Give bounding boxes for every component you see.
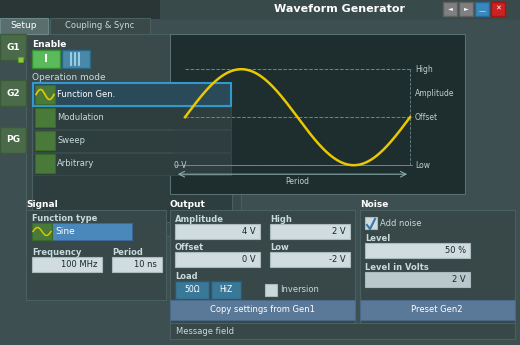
Bar xyxy=(365,217,377,229)
Bar xyxy=(365,272,470,287)
Text: Copy settings from Gen1: Copy settings from Gen1 xyxy=(210,306,315,315)
Bar xyxy=(491,2,505,16)
Bar xyxy=(175,252,260,267)
Text: Noise: Noise xyxy=(360,200,388,209)
Text: Arbitrary: Arbitrary xyxy=(57,159,94,168)
Bar xyxy=(360,300,515,320)
Text: Level in Volts: Level in Volts xyxy=(365,263,429,272)
Bar xyxy=(32,257,102,272)
Bar xyxy=(18,57,23,62)
Bar xyxy=(0,34,26,60)
Bar xyxy=(175,224,260,239)
Text: Waveform Generator: Waveform Generator xyxy=(275,4,406,14)
Bar xyxy=(265,284,277,296)
Text: Preset Gen2: Preset Gen2 xyxy=(411,306,463,315)
Text: 2 V: 2 V xyxy=(452,275,466,284)
Bar xyxy=(50,18,150,34)
Bar xyxy=(175,281,209,299)
Bar xyxy=(170,323,515,339)
Bar xyxy=(211,281,241,299)
Text: Low: Low xyxy=(270,243,289,252)
Bar xyxy=(270,224,350,239)
Text: G1: G1 xyxy=(6,42,20,51)
Text: —: — xyxy=(478,8,486,14)
Text: Operation mode: Operation mode xyxy=(32,73,106,82)
Bar xyxy=(475,2,489,16)
Bar xyxy=(35,154,55,173)
Text: Low: Low xyxy=(415,161,430,170)
Text: 2 V: 2 V xyxy=(332,227,346,236)
Bar xyxy=(33,153,231,175)
Bar xyxy=(270,252,350,267)
Text: Message field: Message field xyxy=(176,326,234,335)
Bar xyxy=(33,83,231,106)
Bar xyxy=(0,80,26,106)
Text: Amplitude: Amplitude xyxy=(175,215,224,224)
Bar xyxy=(360,210,515,335)
Text: Coupling & Sync: Coupling & Sync xyxy=(66,21,135,30)
Text: Function type: Function type xyxy=(32,214,97,223)
Text: Add noise: Add noise xyxy=(380,218,422,227)
Text: High: High xyxy=(415,65,433,74)
Bar xyxy=(26,210,166,300)
Bar xyxy=(32,50,60,68)
Text: Sweep: Sweep xyxy=(57,136,85,145)
Bar xyxy=(26,34,241,236)
Text: Signal: Signal xyxy=(26,200,58,209)
Bar xyxy=(62,50,90,68)
Bar xyxy=(35,108,55,127)
Text: High: High xyxy=(270,215,292,224)
Text: Offset: Offset xyxy=(175,243,204,252)
Text: Period: Period xyxy=(112,248,143,257)
Text: Level: Level xyxy=(365,234,390,243)
Bar xyxy=(0,127,26,153)
Bar xyxy=(32,223,52,240)
Text: Frequency: Frequency xyxy=(32,248,81,257)
Text: Output: Output xyxy=(170,200,206,209)
Text: I: I xyxy=(44,54,48,64)
Text: ◄: ◄ xyxy=(448,7,452,11)
Text: Amplitude: Amplitude xyxy=(415,89,454,98)
Text: Sine: Sine xyxy=(55,227,75,236)
Bar xyxy=(443,2,457,16)
Bar xyxy=(0,18,48,34)
Text: 0 V: 0 V xyxy=(174,161,187,170)
Text: ✕: ✕ xyxy=(495,6,501,12)
Bar xyxy=(112,257,162,272)
Text: Enable: Enable xyxy=(32,40,67,49)
Bar xyxy=(35,131,55,150)
Text: G2: G2 xyxy=(6,89,20,98)
Bar xyxy=(0,0,520,18)
Text: Period: Period xyxy=(285,177,309,186)
Bar xyxy=(32,223,132,240)
Bar xyxy=(170,34,465,194)
Text: Modulation: Modulation xyxy=(57,113,104,122)
Text: 4 V: 4 V xyxy=(242,227,256,236)
Bar xyxy=(459,2,473,16)
Bar xyxy=(33,107,231,129)
Text: 50 %: 50 % xyxy=(445,246,466,255)
Bar xyxy=(35,85,55,104)
Bar xyxy=(365,243,470,258)
Text: 0 V: 0 V xyxy=(242,255,256,264)
Bar xyxy=(33,130,231,152)
Text: HiZ: HiZ xyxy=(219,286,232,295)
Text: Offset: Offset xyxy=(415,113,438,122)
Text: PG: PG xyxy=(6,136,20,145)
Text: Setup: Setup xyxy=(11,21,37,30)
Text: 100 MHz: 100 MHz xyxy=(61,260,97,269)
Bar xyxy=(170,210,355,335)
Bar xyxy=(32,82,232,222)
Text: ►: ► xyxy=(464,7,469,11)
Text: Load: Load xyxy=(175,272,198,281)
Text: Function Gen.: Function Gen. xyxy=(57,90,115,99)
Text: Inversion: Inversion xyxy=(280,286,319,295)
Text: -2 V: -2 V xyxy=(329,255,346,264)
Bar xyxy=(160,0,520,18)
Text: 50Ω: 50Ω xyxy=(184,286,200,295)
Text: 10 ns: 10 ns xyxy=(134,260,157,269)
Bar xyxy=(170,300,355,320)
